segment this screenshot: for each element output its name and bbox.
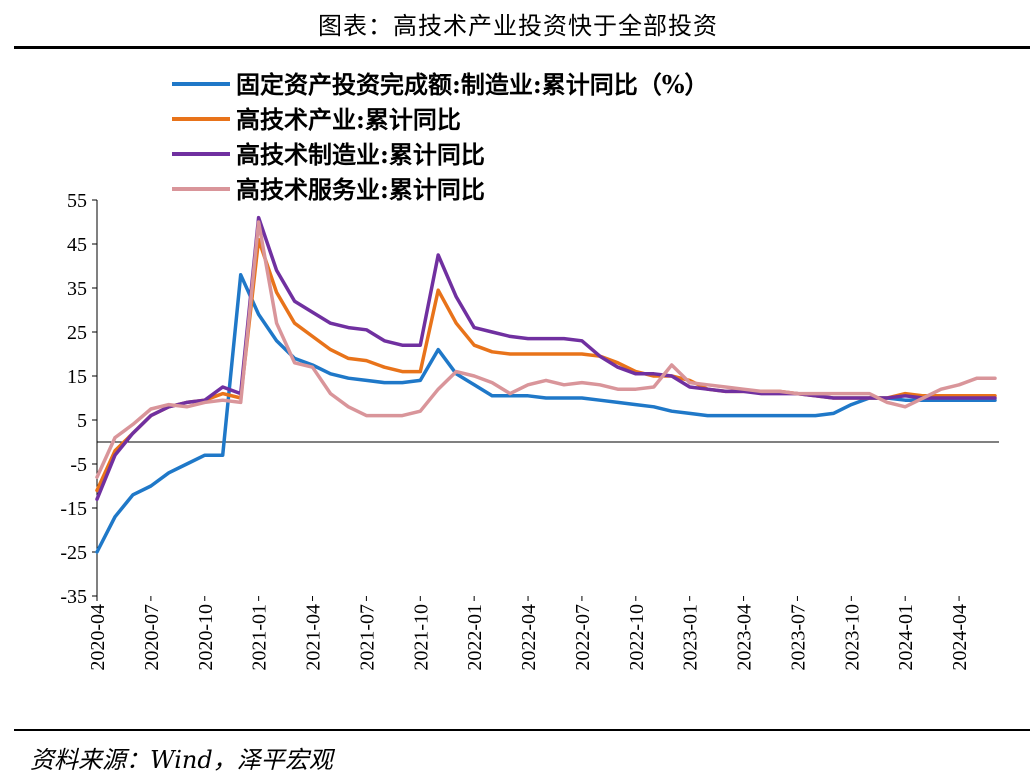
x-tick-label: 2020-07	[141, 604, 163, 671]
y-tick-label: -25	[60, 542, 87, 564]
x-tick-label: 2022-01	[464, 604, 486, 671]
x-tick-label: 2023-07	[787, 604, 809, 671]
y-tick-label: 25	[67, 322, 87, 344]
x-tick-label: 2021-01	[249, 604, 271, 671]
legend-label-2: 高技术产业:累计同比	[236, 105, 461, 134]
x-tick-label: 2022-10	[626, 604, 648, 671]
x-tick-label: 2023-01	[680, 604, 702, 671]
top-divider	[14, 46, 1030, 49]
y-tick-label: 45	[67, 234, 87, 256]
y-tick-label: 5	[77, 410, 87, 432]
x-tick-label: 2021-10	[410, 604, 432, 671]
series-line-4	[95, 220, 997, 479]
legend-label-3: 高技术制造业:累计同比	[236, 140, 485, 169]
x-tick-label: 2020-10	[195, 604, 217, 671]
x-tick-label: 2024-04	[949, 604, 971, 671]
y-tick-label: 35	[67, 278, 87, 300]
x-tick-label: 2020-04	[87, 604, 109, 671]
bottom-divider	[14, 729, 1030, 731]
x-tick-label: 2023-04	[734, 604, 756, 671]
chart-title: 图表：高技术产业投资快于全部投资	[318, 12, 718, 40]
x-tick-label: 2022-07	[572, 604, 594, 671]
y-tick-label: 55	[67, 190, 87, 212]
source-note: 资料来源：Wind，泽平宏观	[30, 746, 333, 774]
x-tick-label: 2022-04	[518, 604, 540, 671]
x-tick-label: 2021-07	[356, 604, 378, 671]
x-tick-label: 2024-01	[895, 604, 917, 671]
legend-label-4: 高技术服务业:累计同比	[236, 175, 485, 204]
chart-series-lines	[95, 215, 997, 554]
series-line-1	[95, 273, 997, 554]
legend-label-1: 固定资产投资完成额:制造业:累计同比（%）	[236, 70, 709, 99]
x-tick-label: 2021-04	[303, 604, 325, 671]
y-tick-label: -15	[60, 498, 87, 520]
y-tick-label: -5	[70, 454, 87, 476]
y-tick-label: -35	[60, 586, 87, 608]
y-tick-label: 15	[67, 366, 87, 388]
chart-legend: 固定资产投资完成额:制造业:累计同比（%） 高技术产业:累计同比高技术制造业:累计…	[172, 70, 709, 204]
x-tick-label: 2023-10	[841, 604, 863, 671]
